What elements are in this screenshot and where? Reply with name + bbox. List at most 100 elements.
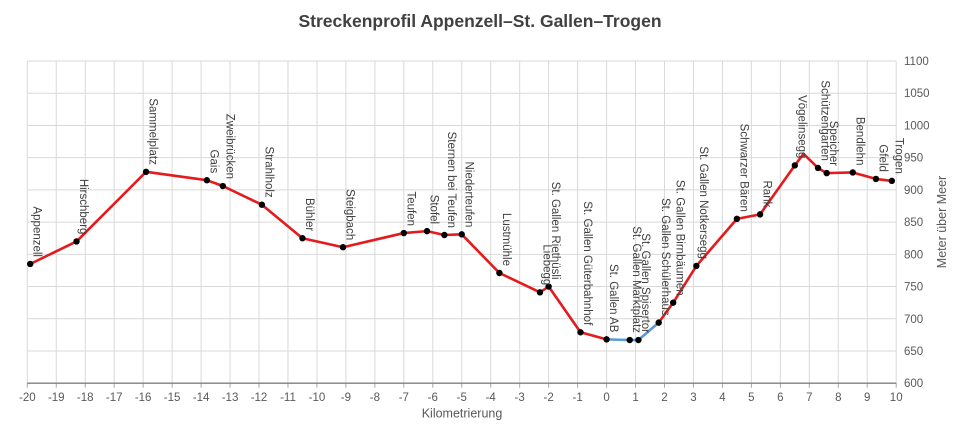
x-tick-label: 9: [864, 392, 870, 404]
station-label: Niederteufen: [462, 161, 474, 227]
station-label: Teufen: [404, 192, 416, 227]
station-marker: [577, 329, 584, 336]
x-tick-label: -4: [486, 392, 497, 404]
station-marker: [458, 231, 465, 238]
station-marker: [496, 269, 503, 277]
x-tick-label: -12: [251, 392, 268, 404]
x-tick-label: -2: [544, 392, 554, 404]
profile-segment: [341, 231, 406, 249]
station-label: St. Gallen Marktplatz: [630, 226, 642, 333]
x-tick-label: -14: [193, 392, 210, 404]
profile-segment: [695, 217, 739, 268]
station-label: St. Gallen Güterbahnhof: [581, 201, 593, 326]
x-tick-label: -15: [164, 392, 181, 404]
station-marker: [142, 168, 150, 176]
x-tick-label: 1: [632, 392, 638, 404]
x-tick-label: 5: [748, 392, 754, 404]
profile-segment: [144, 170, 209, 182]
station-label: St. Gallen Spisertor: [639, 233, 651, 333]
y-tick-label: 700: [904, 314, 923, 326]
x-tick-label: 8: [835, 392, 841, 404]
station-label: St. Gallen Birnbäumen: [674, 180, 686, 296]
x-tick-label: -19: [48, 392, 65, 404]
y-tick-label: 650: [904, 346, 923, 358]
profile-segment: [605, 338, 632, 342]
profile-segment: [547, 285, 582, 334]
x-tick-label: -3: [515, 392, 525, 404]
x-tick-label: -1: [572, 392, 582, 404]
station-marker: [400, 229, 408, 237]
station-marker: [669, 299, 677, 306]
station-label: Schützengarten: [818, 80, 830, 161]
station-label: Appenzell: [31, 206, 43, 257]
y-tick-label: 900: [904, 185, 923, 197]
station-marker: [814, 164, 822, 172]
profile-segment: [637, 321, 661, 342]
y-tick-label: 1000: [904, 120, 930, 132]
station-label: St. Gallen AB: [607, 264, 619, 333]
station-label: Gfeld: [876, 144, 888, 172]
station-label: Bühler: [303, 198, 315, 231]
profile-segment: [260, 203, 304, 240]
x-tick-label: -6: [428, 392, 438, 404]
x-tick-label: -11: [280, 392, 296, 404]
x-tick-label: 10: [890, 392, 903, 404]
y-tick-label: 750: [904, 282, 923, 294]
station-marker: [441, 231, 448, 239]
station-label: Liebegg: [540, 244, 552, 285]
station-marker: [299, 235, 306, 242]
profile-segment: [301, 236, 345, 249]
x-tick-label: -5: [457, 392, 467, 404]
station-label: St. Gallen Riethüsli: [549, 182, 561, 280]
x-tick-label: -7: [399, 392, 409, 404]
station-label: Zweibrücken: [223, 114, 235, 179]
x-tick-label: -8: [370, 392, 380, 404]
x-tick-label: 2: [661, 392, 667, 404]
profile-segment: [75, 170, 148, 243]
station-marker: [219, 182, 227, 190]
x-axis-title: Kilometrierung: [422, 407, 503, 421]
station-label: Hirschberg: [77, 179, 89, 235]
profile-segment: [851, 171, 878, 181]
axes: -20 -19 -18 -17 -16 -15 -14 -13 -12 -11 -10 -9 -8 -7-…: [19, 56, 930, 404]
x-tick-label: -18: [77, 392, 94, 404]
station-label: St. Gallen Schülerhaus: [659, 198, 671, 316]
y-tick-label: 800: [904, 249, 923, 261]
profile-segment: [402, 229, 429, 235]
station-label: Strahlholz: [262, 147, 274, 198]
x-tick-label: 4: [719, 392, 726, 404]
profile-segment: [28, 240, 78, 266]
x-tick-label: -9: [341, 392, 351, 404]
x-tick-label: 6: [777, 392, 783, 404]
profile-segment: [758, 164, 797, 216]
station-marker: [26, 260, 34, 268]
station-label: Sammelplatz: [147, 98, 159, 165]
station-label: Sternen bei Teufen: [445, 132, 457, 228]
station-label: Steigbach: [344, 189, 356, 240]
station-marker: [733, 215, 741, 223]
y-axis-title: Meter über Meer: [935, 176, 949, 268]
profile-segment: [498, 271, 542, 294]
station-label: Vögelinsegg: [795, 95, 807, 158]
x-tick-label: -20: [19, 392, 36, 404]
station-label: Gais: [207, 150, 219, 174]
profile-segment: [802, 152, 820, 170]
station-marker: [635, 336, 642, 344]
station-marker: [339, 244, 347, 251]
station-label: Speicher: [827, 121, 839, 167]
station-label: Lustmühle: [500, 213, 512, 266]
station-label: Bendlehn: [853, 117, 865, 166]
station-marker: [603, 336, 610, 343]
profile-segment: [221, 184, 264, 207]
station-marker: [791, 162, 799, 169]
station-marker: [888, 177, 896, 185]
station-marker: [655, 319, 662, 326]
x-tick-label: 7: [806, 392, 812, 404]
station-marker: [872, 175, 880, 183]
chart-title: Streckenprofil Appenzell–St. Gallen–Trog…: [298, 11, 661, 31]
station-marker: [545, 283, 552, 290]
profile-segment: [579, 330, 608, 341]
x-tick-label: 0: [603, 392, 609, 404]
